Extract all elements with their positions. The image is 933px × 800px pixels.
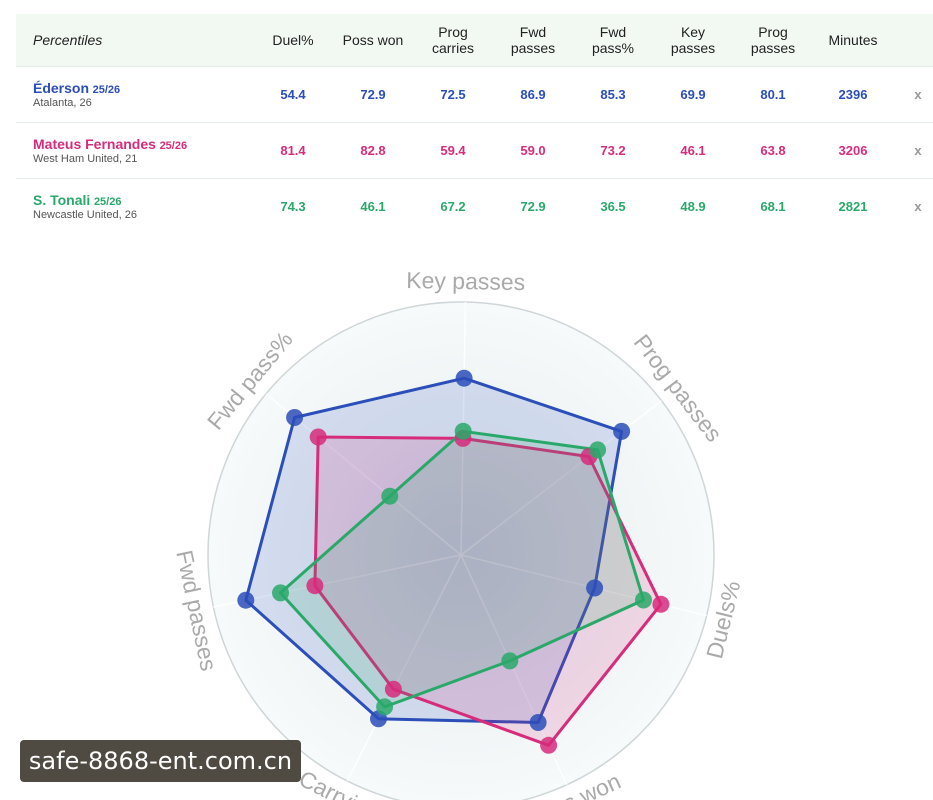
value-cell: 54.4 [253, 66, 333, 123]
percentiles-header: Percentiles [16, 14, 253, 67]
value-cell: 72.9 [493, 178, 573, 234]
value-cell: 72.5 [413, 66, 493, 123]
value-cell: 68.1 [733, 178, 813, 234]
player-season: 25/26 [93, 196, 122, 208]
series-polygon [244, 376, 624, 724]
player-name[interactable]: Éderson [33, 80, 90, 96]
remove-player-button[interactable]: x [893, 122, 933, 179]
value-cell: 86.9 [493, 66, 573, 123]
series-point [613, 422, 631, 440]
value-cell: 36.5 [573, 178, 653, 234]
value-cell: 46.1 [333, 178, 413, 234]
column-header: Fwd passes [493, 14, 573, 67]
table-row: Mateus Fernandes 25/26 West Ham United, … [16, 122, 933, 179]
series-point [589, 441, 607, 459]
series-point [529, 714, 547, 731]
player-cell: S. Tonali 25/26 Newcastle United, 26 [16, 178, 253, 234]
percentiles-table-container: Percentiles Duel% Poss won Prog carries F… [16, 14, 933, 234]
series-point [381, 487, 399, 505]
table-header-row: Percentiles Duel% Poss won Prog carries F… [16, 14, 933, 67]
remove-column-header [893, 14, 933, 67]
watermark: safe-8868-ent.com.cn [20, 740, 301, 782]
player-club: Newcastle United, 26 [33, 209, 137, 221]
value-cell: 81.4 [253, 122, 333, 179]
value-cell: 82.8 [333, 122, 413, 179]
series-polygon [279, 429, 645, 709]
value-cell: 69.9 [653, 66, 733, 123]
series-point [454, 422, 472, 440]
table-row: S. Tonali 25/26 Newcastle United, 26 74.… [16, 178, 933, 234]
series-point [376, 698, 394, 716]
column-header: Fwd pass% [573, 14, 653, 67]
value-cell: 2821 [813, 178, 893, 234]
value-cell: 59.0 [493, 122, 573, 179]
player-season: 25/26 [92, 84, 121, 96]
series-polygon [313, 435, 663, 747]
series-point [286, 409, 304, 426]
player-cell: Mateus Fernandes 25/26 West Ham United, … [16, 122, 253, 179]
series-point [237, 591, 255, 609]
table-row: Éderson 25/26 Atalanta, 26 54.4 72.9 72.… [16, 66, 933, 123]
series-point [652, 595, 670, 613]
series-point [540, 736, 558, 754]
series-point [306, 577, 324, 595]
series-point [272, 584, 289, 602]
column-header: Minutes [813, 14, 893, 67]
radar-spoke [346, 554, 462, 782]
player-name[interactable]: Mateus Fernandes [33, 136, 156, 152]
radar-spoke [213, 554, 462, 608]
series-point [455, 369, 473, 387]
percentiles-table: Percentiles Duel% Poss won Prog carries F… [16, 14, 933, 234]
column-header: Poss won [333, 14, 413, 67]
value-cell: 63.8 [733, 122, 813, 179]
value-cell: 85.3 [573, 66, 653, 123]
value-cell: 59.4 [413, 122, 493, 179]
player-season: 25/26 [159, 140, 188, 152]
series-point [586, 579, 604, 597]
column-header: Prog passes [733, 14, 813, 67]
player-club: Atalanta, 26 [33, 97, 92, 109]
value-cell: 48.9 [653, 178, 733, 234]
remove-player-button[interactable]: x [893, 66, 933, 123]
series-point [635, 591, 652, 609]
player-cell: Éderson 25/26 Atalanta, 26 [16, 66, 253, 123]
remove-player-button[interactable]: x [893, 178, 933, 234]
value-cell: 67.2 [413, 178, 493, 234]
value-cell: 2396 [813, 66, 893, 123]
series-point [384, 680, 402, 698]
value-cell: 72.9 [333, 66, 413, 123]
player-name[interactable]: S. Tonali [33, 192, 91, 208]
value-cell: 73.2 [573, 122, 653, 179]
column-header: Key passes [653, 14, 733, 67]
column-header: Prog carries [413, 14, 493, 67]
axis-label: Key passes [406, 267, 525, 295]
player-club: West Ham United, 21 [33, 153, 138, 165]
value-cell: 74.3 [253, 178, 333, 234]
column-header: Duel% [253, 14, 333, 67]
series-point [309, 428, 327, 446]
series-point [501, 652, 519, 670]
value-cell: 3206 [813, 122, 893, 179]
value-cell: 46.1 [653, 122, 733, 179]
value-cell: 80.1 [733, 66, 813, 123]
